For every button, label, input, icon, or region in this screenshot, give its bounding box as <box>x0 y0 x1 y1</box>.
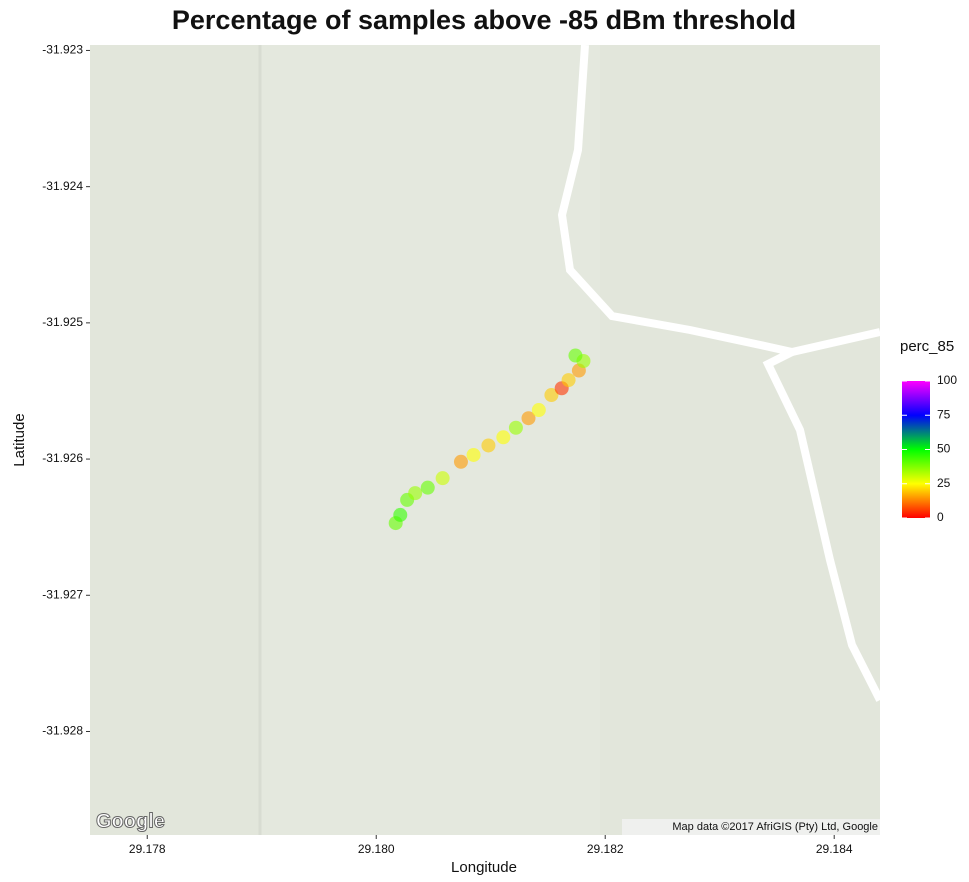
x-tick-label: 29.182 <box>587 842 624 856</box>
x-axis-label: Longitude <box>451 859 517 876</box>
x-tick-label: 29.184 <box>816 842 853 856</box>
point <box>531 403 546 418</box>
color-tick-label: 100 <box>937 373 957 387</box>
y-tick-label: -31.925 <box>42 315 83 329</box>
x-tick-label: 29.178 <box>129 842 166 856</box>
point <box>453 454 468 469</box>
map-shade <box>260 45 600 835</box>
y-tick-label: -31.926 <box>42 451 83 465</box>
chart-title: Percentage of samples above -85 dBm thre… <box>172 5 796 35</box>
point <box>435 471 450 486</box>
point <box>496 430 511 445</box>
color-tick-label: 75 <box>937 407 951 421</box>
point <box>481 438 496 453</box>
point <box>521 411 536 426</box>
attribution-bg <box>622 819 880 835</box>
color-tick-label: 50 <box>937 442 951 456</box>
y-axis-label: Latitude <box>11 413 28 466</box>
color-tick-label: 25 <box>937 476 951 490</box>
point <box>561 373 576 388</box>
map-attribution: Map data ©2017 AfriGIS (Pty) Ltd, Google <box>672 821 878 833</box>
point <box>393 507 408 522</box>
road <box>762 348 884 702</box>
y-tick-label: -31.924 <box>42 179 83 193</box>
legend-title: perc_85 <box>900 338 954 355</box>
point <box>420 480 435 495</box>
point <box>568 348 583 363</box>
x-tick-label: 29.180 <box>358 842 395 856</box>
y-tick-label: -31.923 <box>42 43 83 57</box>
y-tick-label: -31.927 <box>42 587 83 601</box>
point <box>408 486 423 501</box>
y-tick-label: -31.928 <box>42 724 83 738</box>
map-logo: Google <box>96 810 165 832</box>
color-tick-label: 0 <box>937 510 944 524</box>
point <box>466 447 481 462</box>
road <box>557 44 881 357</box>
point <box>508 420 523 435</box>
point <box>544 388 559 403</box>
